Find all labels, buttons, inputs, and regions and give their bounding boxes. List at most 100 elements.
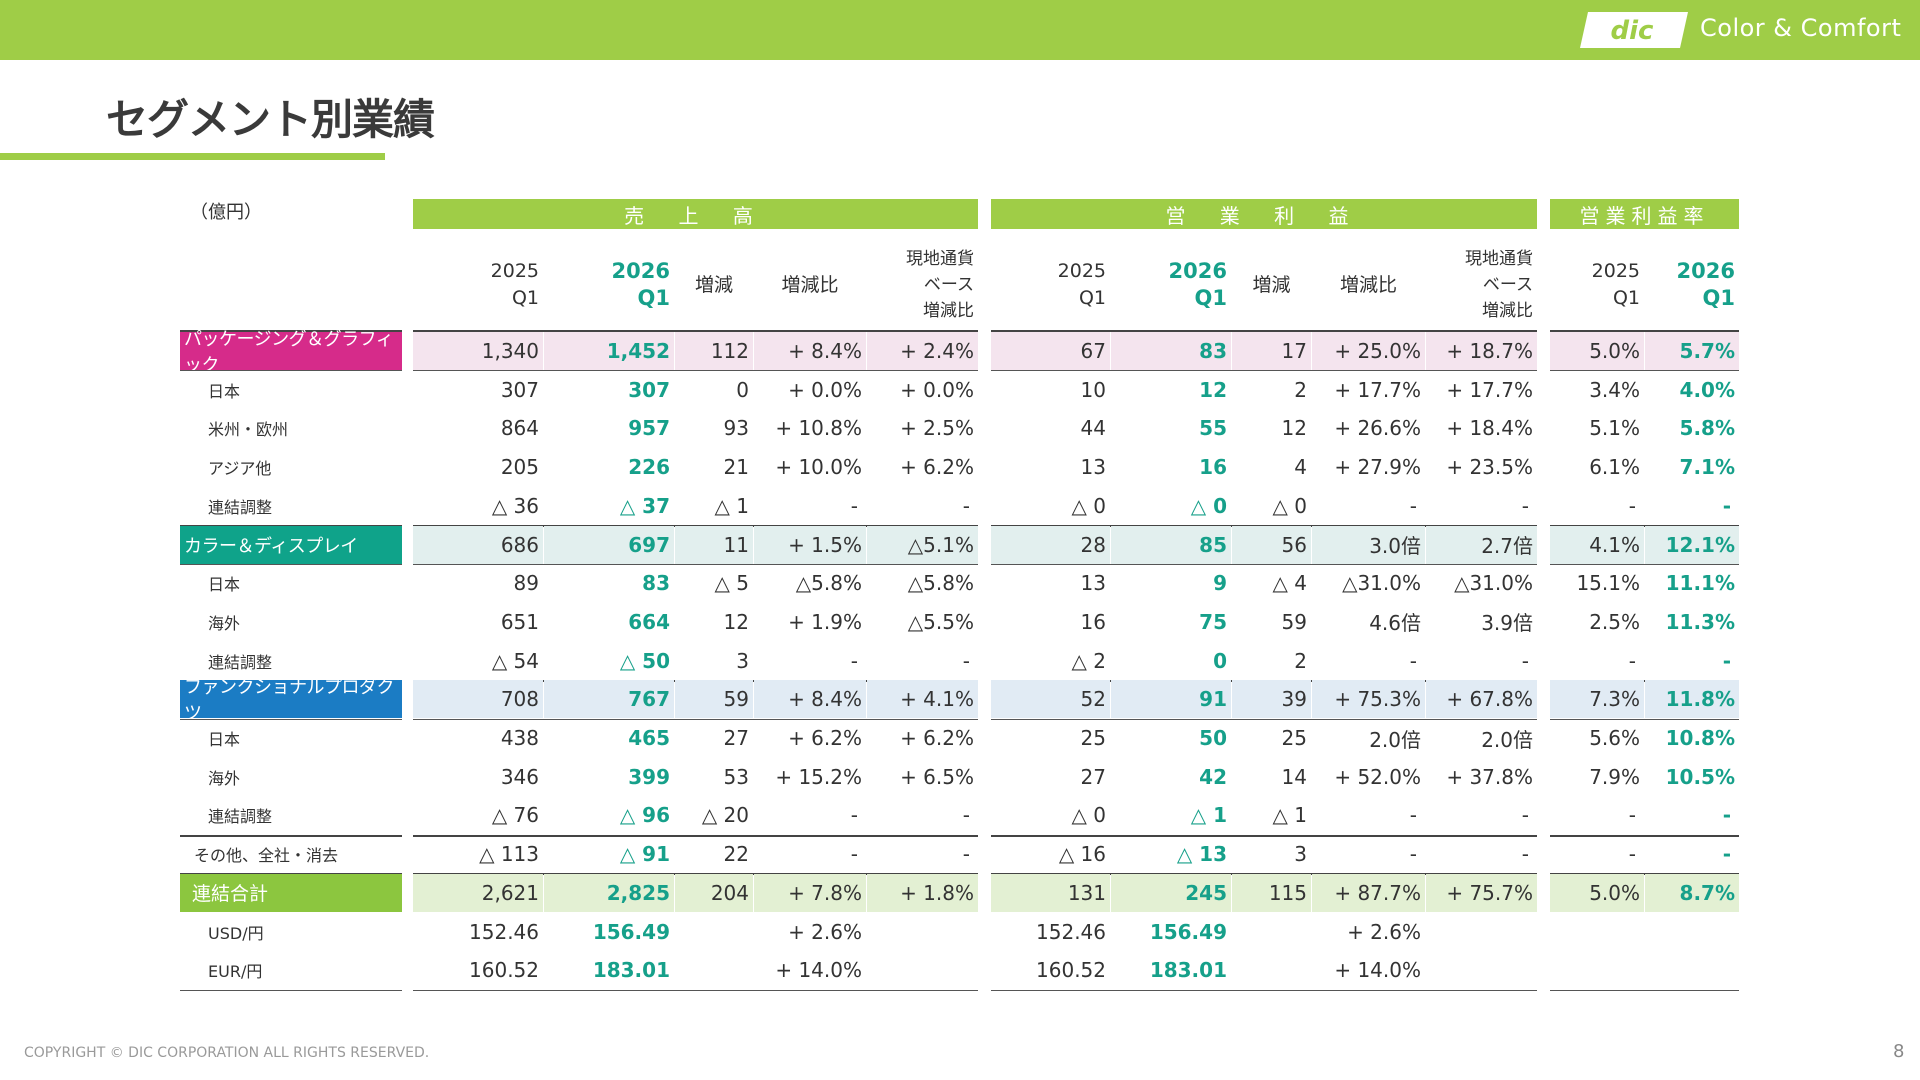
cell-op-2026: 12 [1199, 377, 1227, 402]
cell-op-change-rate: + 52.0% [1334, 764, 1421, 789]
cell-margin-2026: - [1722, 842, 1731, 867]
col-header-quarter: Q1 [637, 286, 670, 310]
cell-op-2025: △ 0 [1071, 803, 1106, 828]
total-row: 連結合計 2,621 2,825 204 + 7.8% + 1.8% 131 245 115 + … [0, 873, 1920, 912]
cell-sales-change: 21 [723, 455, 749, 480]
col-header-sales-local: 現地通貨 ベース 増減比 [867, 240, 978, 330]
cell-op-change-rate: + 75.3% [1312, 680, 1425, 719]
cell-sales-local-rate: + 6.2% [900, 726, 974, 750]
col-header-label: 増減 [1252, 273, 1291, 296]
col-header-op-change-rate: 増減比 [1312, 240, 1425, 330]
cell-sales-change: 0 [736, 377, 749, 402]
table-row: 連結調整 △ 36 △ 37 △ 1 - - △ 0 △ 0 △ 0 - - - - [0, 487, 1920, 525]
cell-sales-2026: 307 [628, 377, 670, 402]
cell-op-2025: 16 [1080, 609, 1106, 634]
cell-op-2025: 25 [1080, 726, 1106, 750]
cell-op-local-rate: + 23.5% [1446, 455, 1533, 480]
cell-sales-2025: △ 76 [491, 803, 539, 828]
col-header-line: 現地通貨 [906, 249, 974, 269]
table-rule [1550, 679, 1739, 682]
row-label: 連結調整 [208, 652, 273, 672]
cell-sales-change-rate: + 6.2% [788, 726, 862, 750]
cell-sales-change-rate: + 8.4% [754, 332, 866, 370]
col-header-year: 2025 [490, 260, 539, 282]
cell-op-2025: 28 [991, 525, 1110, 564]
cell-margin-2026 [1645, 951, 1739, 989]
cell-sales-change-rate: + 8.4% [754, 680, 866, 719]
cell-sales-change-rate: + 15.2% [775, 764, 862, 789]
cell-op-2025: 13 [1080, 455, 1106, 480]
cell-sales-2025: 651 [500, 609, 539, 634]
cell-margin-2025: - [1628, 803, 1636, 828]
cell-sales-change-rate: △5.8% [795, 571, 862, 596]
cell-op-change: △ 0 [1272, 493, 1307, 518]
cell-op-local-rate [1426, 913, 1537, 951]
cell-sales-change: 22 [723, 842, 749, 867]
cell-margin-2026: 11.8% [1645, 680, 1739, 719]
table-rule [180, 563, 402, 565]
cell-margin-2025: 15.1% [1576, 571, 1640, 596]
table-rule [1550, 370, 1739, 372]
table-row: 日本 307 307 0 + 0.0% + 0.0% 10 12 2 + 17.7% + 17.7%… [0, 371, 1920, 409]
cell-sales-2026: 1,452 [544, 332, 674, 370]
cell-sales-change: △ 20 [701, 803, 749, 828]
row-label: 海外 [208, 613, 241, 633]
cell-sales-2026: 664 [628, 609, 670, 634]
cell-op-change-rate: + 87.7% [1312, 873, 1425, 912]
cell-op-2026: 0 [1213, 648, 1227, 673]
cell-op-local-rate: - [1521, 842, 1529, 867]
margin-group-header: 営業利益率 [1550, 199, 1739, 229]
cell-sales-2026: △ 96 [619, 803, 670, 828]
cell-sales-2025: 307 [500, 377, 539, 402]
cell-op-2026: △ 0 [1190, 493, 1227, 518]
segment-row: カラー＆ディスプレイ 686 697 11 + 1.5% △5.1% 28 85 56 3.0倍 2… [0, 525, 1920, 564]
cell-margin-2025 [1550, 913, 1644, 951]
cell-margin-2026: 10.5% [1665, 764, 1735, 789]
table-rule [1550, 834, 1739, 837]
row-label: 連結調整 [208, 497, 273, 517]
table-rule [1550, 873, 1739, 876]
table-rule [1550, 718, 1739, 720]
table-row: 海外 346 399 53 + 15.2% + 6.5% 27 42 14 + 52.0% + 37… [0, 758, 1920, 796]
cell-sales-change: 112 [675, 332, 753, 370]
cell-margin-2026: - [1722, 803, 1731, 828]
cell-sales-change: 11 [675, 525, 753, 564]
cell-sales-change-rate: + 10.8% [775, 416, 862, 441]
cell-margin-2025: 6.1% [1589, 455, 1640, 480]
cell-op-local-rate: 2.0倍 [1481, 727, 1533, 752]
table-rule [413, 330, 978, 332]
cell-op-change-rate: - [1409, 648, 1417, 673]
cell-sales-2026: 697 [544, 525, 674, 564]
cell-sales-change-rate: - [850, 648, 858, 673]
cell-op-local-rate: + 17.7% [1446, 377, 1533, 402]
cell-sales-change [675, 951, 753, 989]
cell-op-2025: 152.46 [1036, 919, 1106, 944]
cell-op-2026: 50 [1199, 726, 1227, 750]
page-title: セグメント別業績 [106, 95, 435, 144]
cell-margin-2026: 8.7% [1645, 873, 1739, 912]
table-row: その他、全社・消去 △ 113 △ 91 22 - - △ 16 △ 13 3 - - - - [0, 835, 1920, 873]
cell-op-2026: 55 [1199, 416, 1227, 441]
cell-op-2025: 160.52 [1036, 958, 1106, 983]
col-header-year: 2026 [1168, 259, 1227, 283]
cell-margin-2025: 2.5% [1589, 609, 1640, 634]
cell-sales-2025: 864 [500, 416, 539, 441]
table-rule [991, 330, 1537, 332]
cell-sales-change-rate: + 2.6% [788, 919, 862, 944]
col-header-quarter: Q1 [1612, 287, 1640, 309]
cell-op-change: 115 [1232, 873, 1311, 912]
cell-op-2025: 131 [991, 873, 1110, 912]
table-row: 連結調整 △ 76 △ 96 △ 20 - - △ 0 △ 1 △ 1 - - - - [0, 796, 1920, 834]
cell-sales-local-rate: + 2.4% [867, 332, 978, 370]
col-header-margin-2026: 2026 Q1 [1645, 240, 1739, 330]
cell-op-change: 14 [1281, 764, 1307, 789]
cell-sales-local-rate: - [962, 648, 970, 673]
cell-margin-2025: 7.9% [1589, 764, 1640, 789]
col-header-op-2025: 2025 Q1 [991, 240, 1110, 330]
cell-op-change: 25 [1281, 726, 1307, 750]
table-rule [1550, 989, 1739, 991]
cell-sales-change-rate: + 7.8% [754, 873, 866, 912]
table-rule [180, 718, 402, 720]
cell-sales-2026: 183.01 [592, 958, 670, 983]
cell-margin-2026: 11.3% [1665, 609, 1735, 634]
